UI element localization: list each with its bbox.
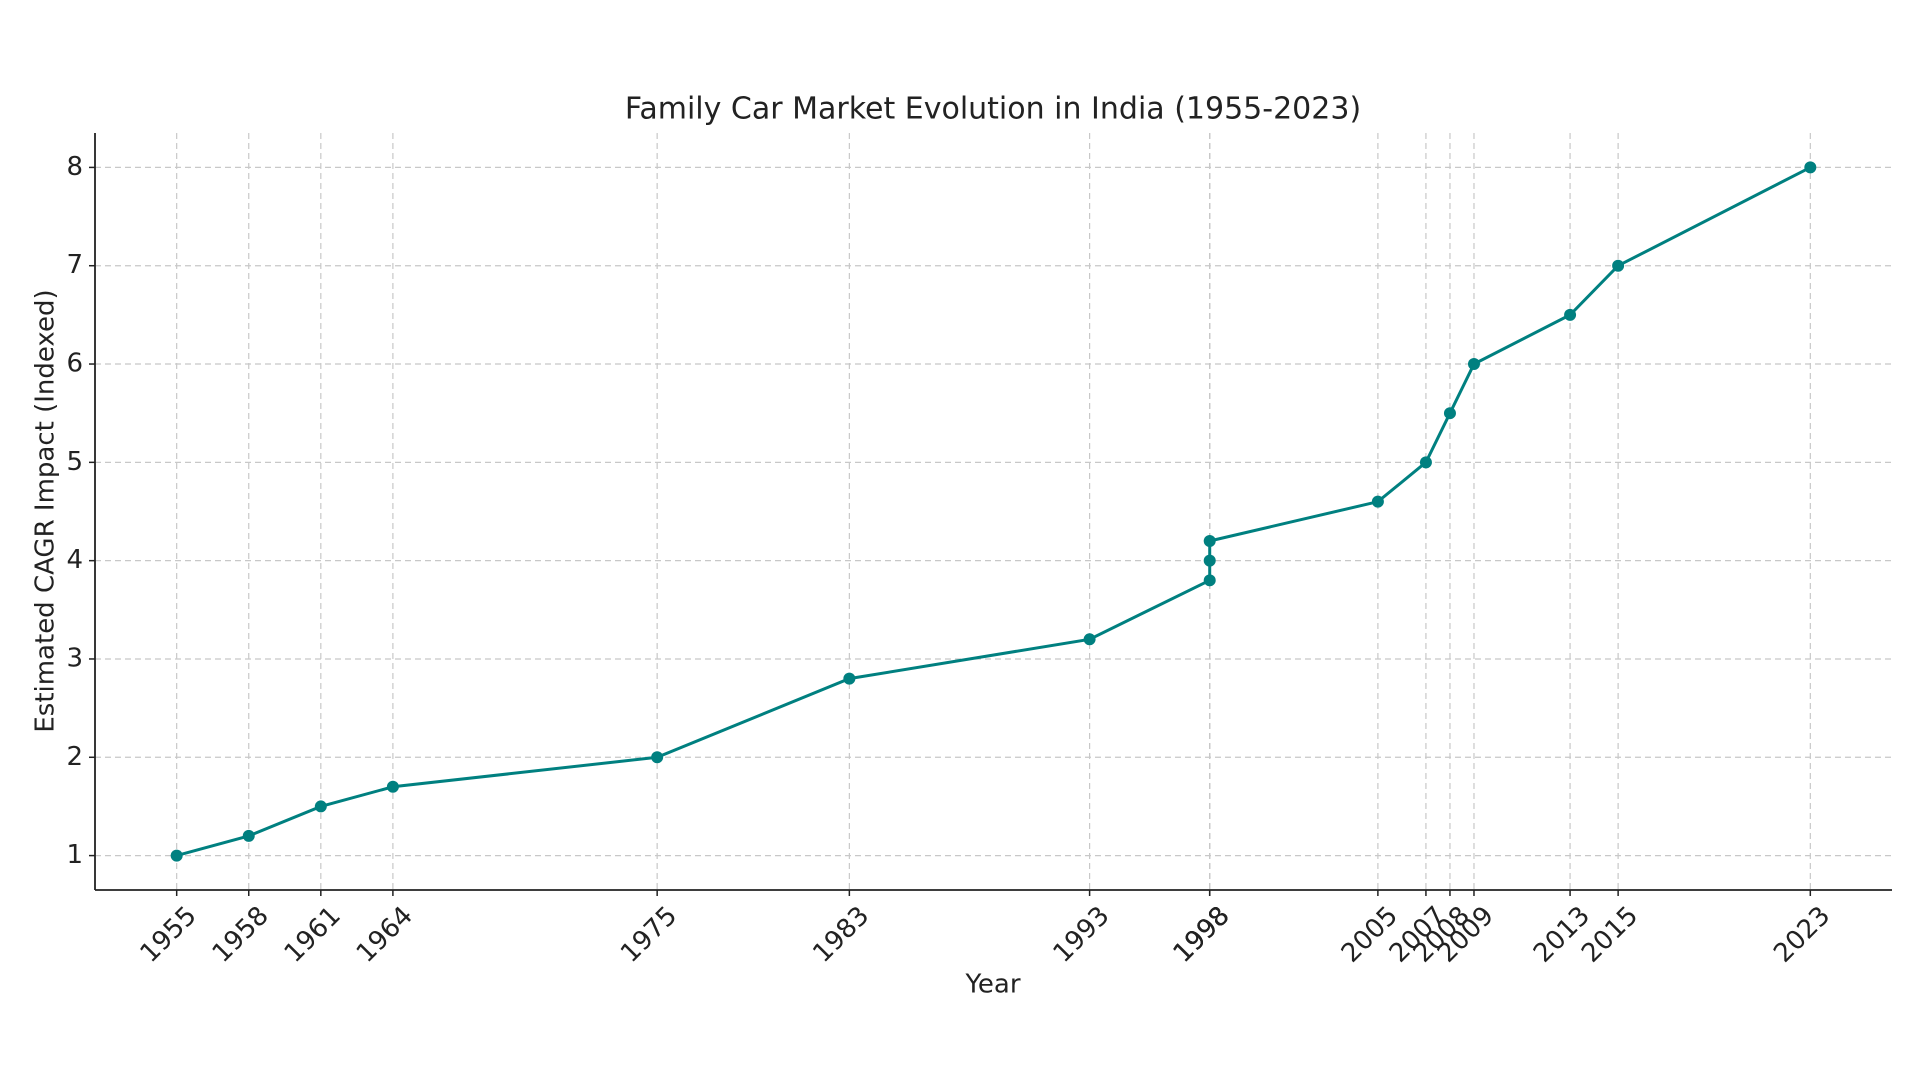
point xyxy=(1203,574,1216,587)
point xyxy=(1083,633,1096,646)
y-tick-label: 3 xyxy=(66,643,83,673)
point xyxy=(1443,407,1456,420)
point xyxy=(843,672,856,685)
point xyxy=(1612,259,1625,272)
x-tick-label: 1998 xyxy=(1168,901,1236,969)
y-tick-label: 2 xyxy=(66,742,83,772)
point xyxy=(651,751,664,764)
point xyxy=(1203,534,1216,547)
y-tick-label: 4 xyxy=(66,545,83,575)
y-tick-label: 7 xyxy=(66,250,83,280)
line xyxy=(176,166,1812,858)
point xyxy=(1804,161,1817,174)
point xyxy=(242,829,255,842)
point xyxy=(170,849,183,862)
x-tick-label: 2015 xyxy=(1576,901,1644,969)
x-tick-label: 1958 xyxy=(207,901,275,969)
y-tick-label: 8 xyxy=(66,152,83,182)
point xyxy=(1419,456,1432,469)
point xyxy=(1371,495,1384,508)
x-tick-label: 1964 xyxy=(351,901,419,969)
y-axis-label: Estimated CAGR Impact (Indexed) xyxy=(31,289,61,732)
y-tick-label: 6 xyxy=(66,349,83,379)
point xyxy=(1564,308,1577,321)
x-tick-label: 2023 xyxy=(1768,901,1836,969)
x-axis-label: Year xyxy=(964,970,1020,1000)
x-tick-label: 1983 xyxy=(807,901,875,969)
x-tick-label: 1955 xyxy=(135,901,203,969)
point xyxy=(386,780,399,793)
point xyxy=(1203,554,1216,567)
point xyxy=(1467,358,1480,371)
y-tick-label: 5 xyxy=(66,447,83,477)
y-tick-label: 1 xyxy=(66,840,83,870)
x-tick-label: 1961 xyxy=(279,901,347,969)
x-tick-label: 1975 xyxy=(615,901,683,969)
x-tick-label: 1993 xyxy=(1048,901,1116,969)
chart-title: Family Car Market Evolution in India (19… xyxy=(625,92,1361,127)
point xyxy=(314,800,327,813)
